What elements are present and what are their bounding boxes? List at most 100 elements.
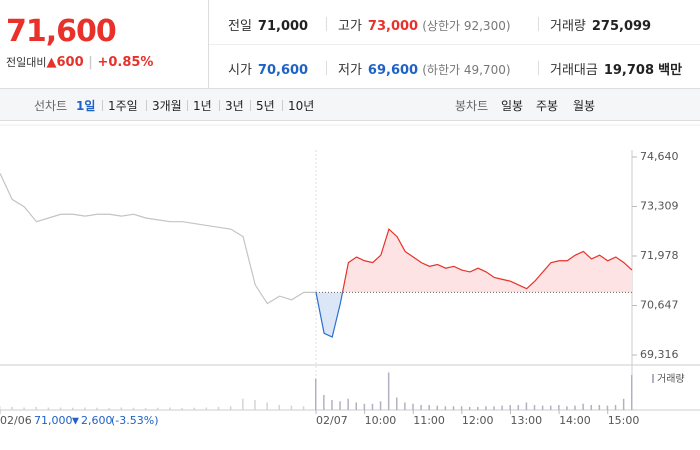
volume-bar bbox=[157, 407, 159, 410]
info-label: 전일 bbox=[228, 19, 252, 34]
info-value: 19,708 bbox=[603, 63, 655, 78]
volume-bar bbox=[169, 407, 171, 410]
price-line bbox=[0, 173, 316, 305]
up-arrow: ▲ bbox=[46, 55, 57, 70]
info-label: 저가 bbox=[338, 63, 362, 78]
volume-bar bbox=[35, 406, 37, 410]
volume-bar bbox=[132, 407, 135, 410]
volume-bar bbox=[485, 406, 487, 410]
tab[interactable]: 일봉 bbox=[501, 99, 524, 113]
divider bbox=[326, 17, 327, 31]
info-value: 71,000 bbox=[257, 19, 309, 34]
info-label: 거래대금 bbox=[550, 63, 598, 78]
volume-bar bbox=[558, 405, 560, 410]
volume-bar bbox=[444, 406, 447, 410]
volume-bar bbox=[436, 405, 439, 410]
volume-bar bbox=[517, 405, 520, 410]
volume-bar bbox=[59, 407, 62, 410]
volume-bar bbox=[428, 405, 430, 410]
volume-bar bbox=[331, 400, 333, 410]
change-label: 전일대비 bbox=[6, 56, 47, 69]
x-tick-label: 12:00 bbox=[462, 414, 494, 427]
tab[interactable]: 3개월 bbox=[152, 99, 182, 113]
volume-bar bbox=[371, 403, 374, 410]
tab-group-label: 선차트 bbox=[34, 99, 68, 113]
volume-bar bbox=[493, 406, 495, 410]
volume-bar bbox=[144, 408, 147, 410]
volume-bar bbox=[339, 401, 341, 410]
volume-bar bbox=[23, 407, 25, 410]
volume-bar bbox=[598, 405, 601, 410]
volume-bar bbox=[590, 405, 592, 410]
volume-bar bbox=[266, 402, 268, 410]
tab[interactable]: 1주일 bbox=[108, 99, 138, 113]
volume-bar bbox=[501, 405, 503, 410]
info-cell: 저가 69,600 (하한가 49,700) bbox=[338, 59, 511, 78]
info-cell: 시가 70,600 bbox=[228, 59, 308, 78]
y-tick-label: 73,309 bbox=[640, 200, 679, 213]
volume-bar bbox=[549, 405, 552, 410]
info-cell: 고가 73,000 (상한가 92,300) bbox=[338, 15, 511, 34]
change-value: 600 bbox=[56, 55, 84, 70]
tab[interactable]: 1년 bbox=[193, 99, 212, 113]
info-unit: 백만 bbox=[658, 63, 683, 78]
volume-bar bbox=[11, 406, 13, 410]
tab-group-label: 봉차트 bbox=[455, 99, 489, 113]
info-label: 거래량 bbox=[550, 19, 586, 34]
volume-bar bbox=[323, 395, 325, 410]
x-tick-label: 10:00 bbox=[365, 414, 397, 427]
volume-bar bbox=[525, 402, 528, 410]
y-tick-label: 71,978 bbox=[640, 249, 679, 262]
info-value: 275,099 bbox=[591, 19, 652, 34]
tab[interactable]: 월봉 bbox=[573, 99, 596, 113]
volume-bar bbox=[108, 408, 110, 410]
tab[interactable]: 10년 bbox=[288, 99, 315, 113]
tab[interactable]: 1일 bbox=[76, 99, 96, 113]
tab[interactable]: 3년 bbox=[225, 99, 244, 113]
tab-bar: 선차트 1일 1주일 3개월 1년 3년 5년 10년 봉차트 일봉 주봉 월봉 bbox=[0, 89, 700, 121]
divider bbox=[102, 100, 103, 111]
volume-bar bbox=[379, 401, 382, 410]
price: 71,600 bbox=[6, 14, 117, 49]
volume-bar bbox=[229, 406, 232, 410]
info-value: 73,000 bbox=[367, 19, 419, 34]
volume-bar bbox=[582, 403, 584, 410]
y-tick-label: 74,640 bbox=[640, 150, 679, 163]
volume-bar bbox=[302, 406, 305, 410]
volume-bar bbox=[181, 408, 183, 410]
volume-bar bbox=[460, 406, 463, 410]
volume-bar bbox=[254, 400, 256, 410]
change: 전일대비▲600 | +0.85% bbox=[6, 54, 153, 70]
x-tick-label: 02/06 bbox=[0, 414, 32, 427]
volume-bar bbox=[347, 398, 349, 410]
price-line bbox=[316, 228, 633, 293]
info-value: 69,600 bbox=[367, 63, 419, 78]
volume-bar bbox=[96, 407, 98, 410]
change-rate: +0.85% bbox=[97, 55, 154, 70]
down-arrow: ▼ bbox=[72, 417, 79, 427]
volume-bar bbox=[242, 398, 244, 410]
row-divider bbox=[209, 44, 700, 45]
volume-bar bbox=[533, 405, 536, 410]
tab[interactable]: 5년 bbox=[256, 99, 275, 113]
x-tick-label: 02/07 bbox=[316, 414, 348, 427]
volume-bar bbox=[452, 406, 455, 410]
volume-bar bbox=[541, 405, 544, 410]
divider bbox=[538, 61, 539, 75]
volume-bar bbox=[387, 372, 390, 410]
y-tick-label: 69,316 bbox=[640, 348, 679, 361]
volume-bar bbox=[404, 402, 406, 410]
info-label: 시가 bbox=[228, 63, 252, 78]
x-tick-label: 14:00 bbox=[559, 414, 591, 427]
divider: | bbox=[88, 55, 93, 70]
x-tick-label: 15:00 bbox=[608, 414, 640, 427]
volume-bar bbox=[290, 405, 293, 410]
tab[interactable]: 주봉 bbox=[536, 99, 559, 113]
footer-change: 2,600 bbox=[81, 414, 113, 427]
volume-bar bbox=[0, 406, 1, 410]
price-box: 71,600 전일대비▲600 | +0.85% bbox=[0, 0, 209, 88]
volume-bar bbox=[71, 407, 74, 410]
volume-bar bbox=[47, 407, 50, 410]
info-note: (하한가 49,700) bbox=[422, 63, 511, 77]
